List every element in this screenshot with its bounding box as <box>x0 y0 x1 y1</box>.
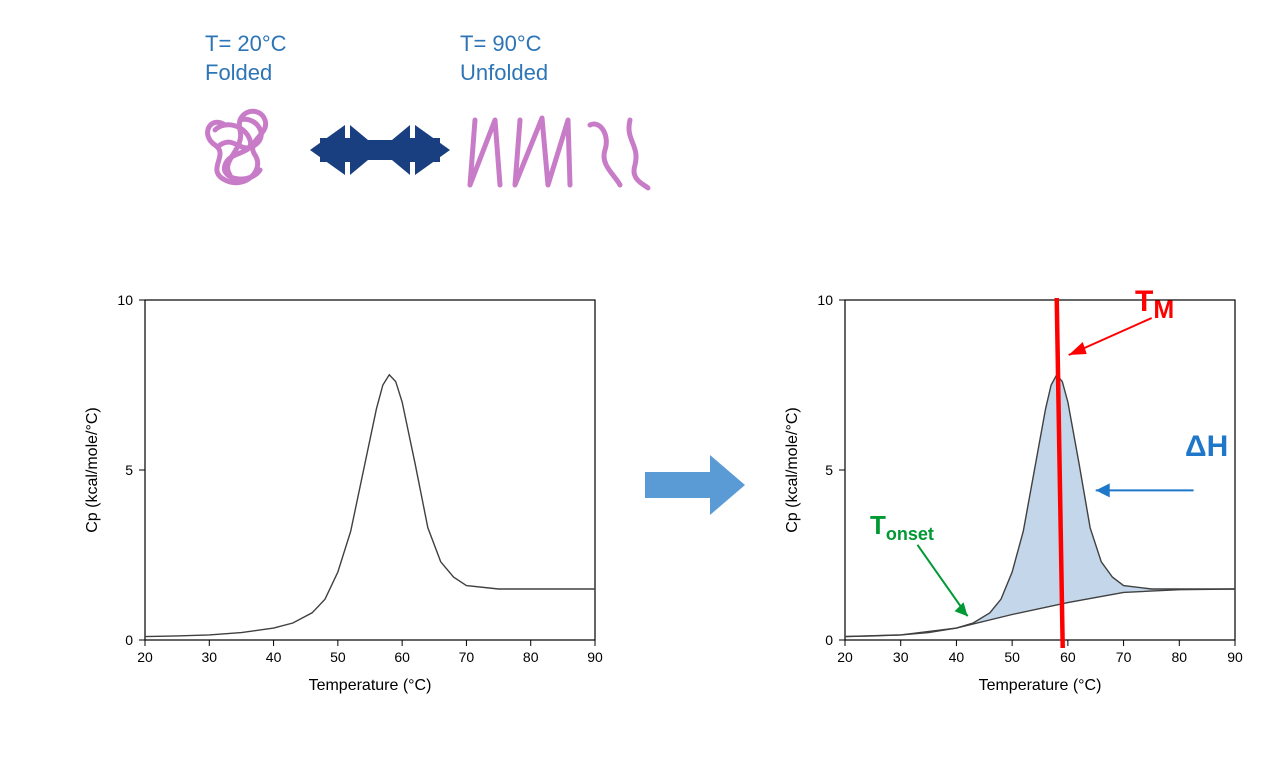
folded-state-label: T= 20°C Folded <box>205 30 287 87</box>
onset-sub: onset <box>886 524 934 544</box>
svg-text:20: 20 <box>137 649 153 665</box>
unfolded-temp-text: T= 90°C <box>460 30 548 59</box>
folded-state-text: Folded <box>205 59 287 88</box>
svg-text:50: 50 <box>1004 649 1020 665</box>
svg-text:90: 90 <box>587 649 603 665</box>
svg-text:Temperature (°C): Temperature (°C) <box>309 677 432 694</box>
svg-text:90: 90 <box>1227 649 1243 665</box>
svg-text:Cp (kcal/mole/°C): Cp (kcal/mole/°C) <box>84 407 101 533</box>
svg-text:60: 60 <box>1060 649 1076 665</box>
svg-text:10: 10 <box>817 292 833 308</box>
svg-text:20: 20 <box>837 649 853 665</box>
dh-text: ΔH <box>1185 430 1228 463</box>
tm-annotation: TM <box>1135 285 1174 325</box>
left-chart: 20 30 40 50 60 70 80 90 0 5 10 Temperature (°C) Cp (… <box>75 280 615 710</box>
svg-text:10: 10 <box>117 292 133 308</box>
folded-protein-icon <box>208 111 266 182</box>
right-chart: 20 30 40 50 60 70 80 90 0 5 10 Temperature (°C) Cp (… <box>775 280 1255 710</box>
svg-text:70: 70 <box>459 649 475 665</box>
unfolded-state-label: T= 90°C Unfolded <box>460 30 548 87</box>
dh-annotation: ΔH <box>1185 430 1228 464</box>
onset-annotation: Tonset <box>870 510 934 545</box>
svg-text:80: 80 <box>523 649 539 665</box>
equilibrium-arrow-icon <box>310 125 450 175</box>
svg-text:40: 40 <box>949 649 965 665</box>
svg-text:30: 30 <box>893 649 909 665</box>
svg-text:70: 70 <box>1116 649 1132 665</box>
svg-text:60: 60 <box>394 649 410 665</box>
svg-text:40: 40 <box>266 649 282 665</box>
process-arrow-icon <box>640 450 750 520</box>
svg-text:Cp (kcal/mole/°C): Cp (kcal/mole/°C) <box>784 407 801 533</box>
svg-text:Temperature (°C): Temperature (°C) <box>979 677 1102 694</box>
svg-text:30: 30 <box>201 649 217 665</box>
unfolded-state-text: Unfolded <box>460 59 548 88</box>
svg-text:50: 50 <box>330 649 346 665</box>
svg-text:5: 5 <box>825 462 833 478</box>
tm-text: T <box>1135 285 1153 318</box>
svg-text:80: 80 <box>1171 649 1187 665</box>
unfolded-protein-icon <box>470 118 648 188</box>
svg-text:5: 5 <box>125 462 133 478</box>
protein-illustration <box>170 90 690 230</box>
svg-text:0: 0 <box>125 632 133 648</box>
svg-text:0: 0 <box>825 632 833 648</box>
onset-text: T <box>870 510 886 540</box>
folded-temp-text: T= 20°C <box>205 30 287 59</box>
tm-sub: M <box>1153 296 1174 324</box>
